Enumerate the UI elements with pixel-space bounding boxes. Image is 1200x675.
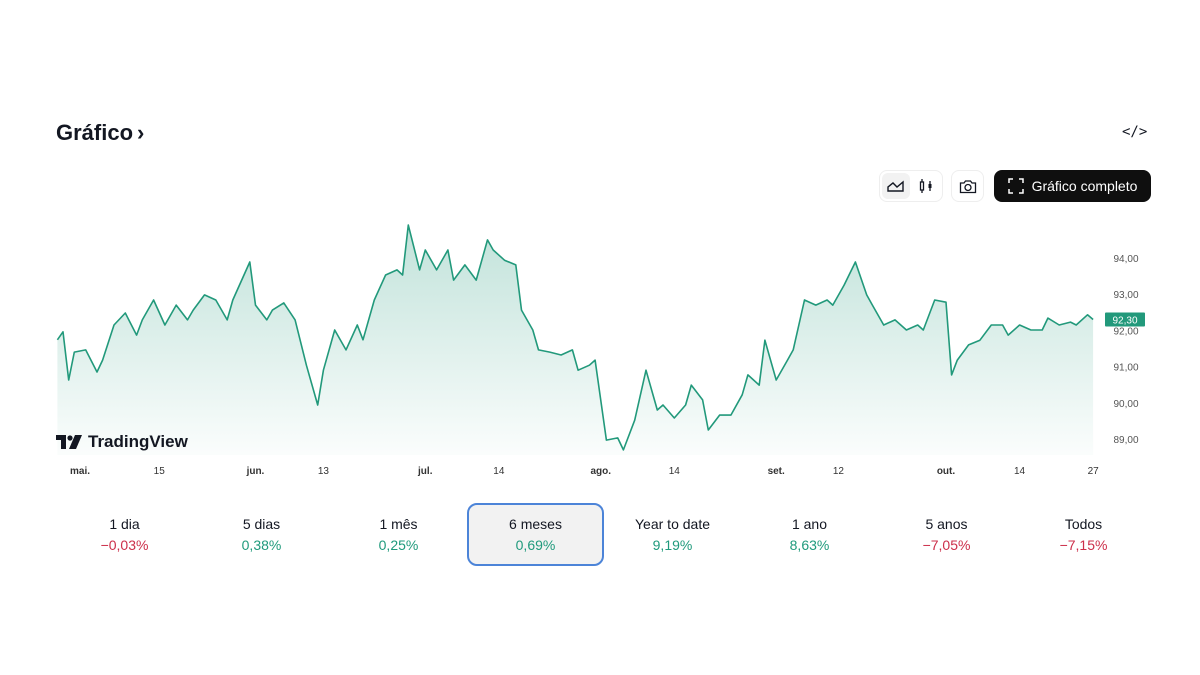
x-tick-label: jun. <box>246 466 265 477</box>
y-tick-label: 94,00 <box>1113 254 1138 265</box>
period-label: 1 ano <box>791 516 828 532</box>
y-tick-label: 93,00 <box>1113 290 1138 301</box>
fullscreen-icon <box>1007 178 1024 194</box>
x-tick-label: ago. <box>590 466 611 477</box>
period-button[interactable]: 1 ano 8,63% <box>741 503 878 566</box>
period-label: 1 dia <box>109 516 140 532</box>
period-change: −0,03% <box>100 537 149 553</box>
tradingview-logo-text: TradingView <box>88 432 188 451</box>
period-label: 5 anos <box>925 516 968 532</box>
period-change: 9,19% <box>652 537 693 553</box>
candlestick-button[interactable] <box>912 173 940 199</box>
period-button[interactable]: 1 mês 0,25% <box>330 503 467 566</box>
last-price-badge <box>1105 312 1145 327</box>
chart-type-toggle <box>879 170 943 202</box>
full-chart-button[interactable]: Gráfico completo <box>994 170 1151 202</box>
period-selector: 1 dia −0,03% 5 dias 0,38% 1 mês 0,25% 6 meses 0… <box>56 503 1152 566</box>
candlestick-icon <box>919 179 932 193</box>
full-chart-label: Gráfico completo <box>1031 178 1138 194</box>
x-tick-label: 14 <box>493 466 505 477</box>
period-change: 0,25% <box>378 537 419 553</box>
code-icon[interactable]: </> <box>1122 124 1148 140</box>
period-button[interactable]: 1 dia −0,03% <box>56 503 193 566</box>
period-button[interactable]: 5 anos −7,05% <box>878 503 1015 566</box>
period-button[interactable]: 5 dias 0,38% <box>193 503 330 566</box>
period-label: Todos <box>1064 516 1103 532</box>
x-tick-label: jul. <box>417 466 433 477</box>
x-tick-label: out. <box>937 466 956 477</box>
x-tick-label: 14 <box>1014 466 1026 477</box>
y-tick-label: 91,00 <box>1113 363 1138 374</box>
tradingview-logo[interactable]: TradingView <box>56 432 188 452</box>
period-label: Year to date <box>635 516 710 532</box>
chevron-right-icon: › <box>137 120 145 145</box>
period-label: 1 mês <box>379 516 418 532</box>
x-tick-label: 27 <box>1088 466 1100 477</box>
period-button[interactable]: Todos −7,15% <box>1015 503 1152 566</box>
x-tick-label: 15 <box>154 466 166 477</box>
period-label: 6 meses <box>509 516 562 532</box>
period-change: 0,38% <box>241 537 282 553</box>
period-change: 8,63% <box>789 537 830 553</box>
period-change: −7,05% <box>922 537 971 553</box>
chart-title-link[interactable]: Gráfico › <box>56 120 144 146</box>
area-chart-button[interactable] <box>882 173 910 199</box>
tradingview-logo-icon <box>56 435 82 449</box>
y-tick-label: 89,00 <box>1113 435 1138 446</box>
area-chart-icon <box>887 180 904 192</box>
period-label: 5 dias <box>242 516 281 532</box>
x-tick-label: mai. <box>70 466 90 477</box>
period-button[interactable]: Year to date 9,19% <box>604 503 741 566</box>
y-tick-label: 90,00 <box>1113 399 1138 410</box>
x-tick-label: set. <box>768 466 785 477</box>
chart-title: Gráfico <box>56 120 134 145</box>
camera-icon <box>959 179 976 193</box>
x-tick-label: 12 <box>833 466 845 477</box>
area-fill <box>57 225 1094 455</box>
period-change: 0,69% <box>515 537 556 553</box>
period-button[interactable]: 6 meses 0,69% <box>467 503 604 566</box>
x-tick-label: 14 <box>669 466 681 477</box>
x-tick-label: 13 <box>318 466 330 477</box>
period-change: −7,15% <box>1059 537 1108 553</box>
snapshot-group <box>951 170 984 202</box>
snapshot-button[interactable] <box>954 173 981 199</box>
price-line <box>56 224 1094 451</box>
y-tick-label: 92,00 <box>1113 326 1138 337</box>
last-price-label: 92,30 <box>1112 316 1137 327</box>
